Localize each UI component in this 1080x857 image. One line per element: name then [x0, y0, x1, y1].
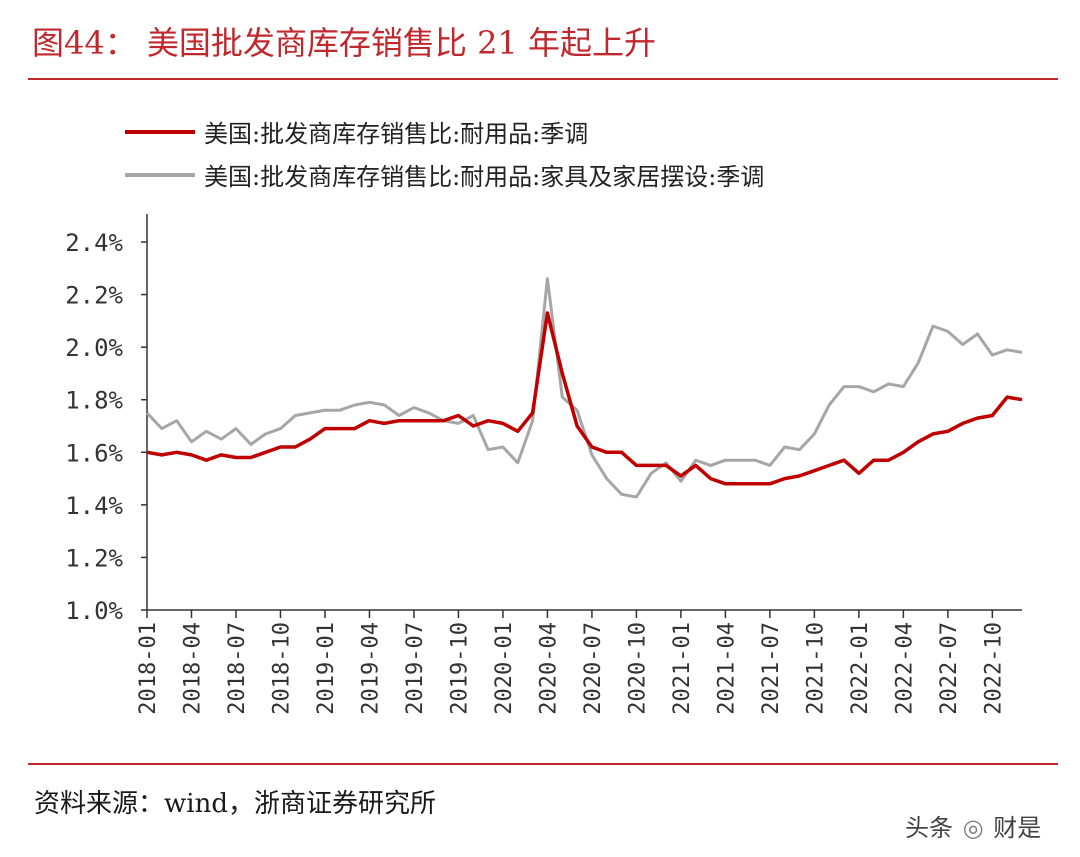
- series-1-line: [146, 311, 1023, 486]
- x-tick-label: 2018-01: [136, 622, 161, 715]
- y-tick-label: 1.2%: [65, 544, 123, 572]
- x-tick-label: 2020-07: [581, 622, 606, 715]
- x-tick-label: 2019-10: [447, 622, 472, 715]
- x-axis-ticks: 2018-01 2018-04 2018-07 2018-10 2019-01 2019-…: [136, 610, 1006, 715]
- x-tick-label: 2021-04: [714, 622, 739, 715]
- legend-label-series-1: 美国:批发商库存销售比:耐用品:季调: [204, 120, 588, 148]
- x-tick-label: 2020-01: [492, 622, 517, 715]
- y-tick-label: 2.4%: [65, 229, 123, 257]
- y-axis-ticks: 1.0% 1.2% 1.4% 1.6% 1.8% 2.0% 2.2% 2.4%: [65, 229, 147, 625]
- series-lines: [145, 277, 1023, 499]
- x-tick-label: 2022-04: [892, 622, 917, 715]
- axes: [146, 214, 1022, 611]
- x-tick-label: 2019-04: [358, 622, 383, 715]
- x-tick-label: 2022-10: [981, 622, 1006, 715]
- y-tick-label: 1.8%: [65, 387, 123, 415]
- legend: 美国:批发商库存销售比:耐用品:季调 美国:批发商库存销售比:耐用品:家具及家居…: [125, 120, 764, 191]
- x-tick-label: 2022-07: [937, 622, 962, 715]
- line-chart: 美国:批发商库存销售比:耐用品:季调 美国:批发商库存销售比:耐用品:家具及家居…: [65, 120, 1023, 715]
- x-tick-label: 2019-07: [403, 622, 428, 715]
- y-tick-label: 1.6%: [65, 439, 123, 467]
- watermark-icon: ◎: [962, 814, 984, 842]
- y-tick-label: 1.0%: [65, 597, 123, 625]
- x-tick-label: 2019-01: [314, 622, 339, 715]
- x-tick-label: 2021-10: [803, 622, 828, 715]
- watermark: 头条 ◎ 财是: [905, 808, 1041, 843]
- legend-label-series-2: 美国:批发商库存销售比:耐用品:家具及家居摆设:季调: [204, 163, 764, 191]
- watermark-right: 财是: [993, 814, 1042, 842]
- title-divider: [28, 78, 1058, 80]
- x-tick-label: 2021-07: [759, 622, 784, 715]
- x-tick-label: 2018-07: [225, 622, 250, 715]
- source-divider: [28, 763, 1058, 765]
- watermark-left: 头条: [905, 814, 953, 842]
- y-tick-label: 2.0%: [65, 334, 123, 362]
- y-tick-label: 2.2%: [65, 282, 123, 310]
- x-tick-label: 2022-01: [848, 622, 873, 715]
- chart-title: 图44： 美国批发商库存销售比 21 年起上升: [32, 24, 656, 62]
- x-tick-label: 2020-04: [536, 622, 561, 715]
- y-tick-label: 1.4%: [65, 492, 123, 520]
- x-tick-label: 2018-10: [269, 622, 294, 715]
- series-2-line: [145, 277, 1023, 499]
- x-tick-label: 2020-10: [625, 622, 650, 715]
- source-note: 资料来源：wind，浙商证券研究所: [34, 789, 436, 819]
- x-tick-label: 2018-04: [180, 622, 205, 715]
- x-tick-label: 2021-01: [670, 622, 695, 715]
